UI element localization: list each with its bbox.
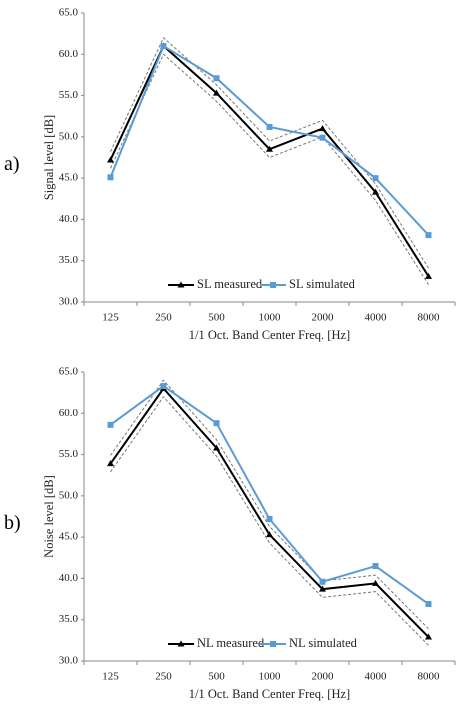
marker [372, 579, 379, 586]
legend-label: NL simulated [289, 636, 358, 650]
marker [372, 188, 379, 195]
legend-marker [177, 281, 185, 288]
x-tick-label: 4000 [365, 671, 388, 683]
y-tick-label: 45.0 [59, 531, 79, 543]
marker [425, 272, 432, 279]
marker [213, 420, 220, 427]
series-line [109, 44, 430, 277]
marker [266, 145, 273, 152]
bound-line [110, 395, 429, 646]
bound-line [110, 36, 429, 269]
y-tick-label: 60.0 [59, 48, 79, 60]
legend-label: SL measured [197, 277, 263, 291]
x-tick-label: 250 [155, 312, 172, 324]
y-tick-label: 55.0 [59, 448, 79, 460]
marker [372, 563, 379, 570]
y-tick-label: 35.0 [59, 254, 79, 266]
x-tick-label: 8000 [418, 312, 441, 324]
y-axis-title: Noise level [dB] [42, 475, 56, 558]
marker [107, 421, 114, 428]
legend-marker [177, 640, 185, 647]
marker [372, 175, 379, 182]
marker [107, 460, 114, 467]
panel-label: b) [4, 512, 21, 534]
x-tick-label: 500 [208, 671, 225, 683]
marker [107, 156, 114, 163]
marker [319, 585, 326, 592]
y-tick-label: 50.0 [59, 489, 79, 501]
marker [266, 531, 273, 538]
marker [319, 125, 326, 132]
x-tick-label: 500 [208, 312, 225, 324]
marker [425, 633, 432, 640]
panel-label: a) [4, 153, 20, 175]
legend-marker [270, 282, 276, 288]
marker [266, 123, 273, 130]
marker [425, 232, 432, 239]
marker [213, 89, 220, 96]
x-axis-title: 1/1 Oct. Band Center Freq. [Hz] [189, 687, 350, 701]
marker [213, 444, 220, 451]
y-tick-label: 40.0 [59, 572, 79, 584]
y-tick-label: 60.0 [59, 407, 79, 419]
x-tick-label: 125 [102, 312, 119, 324]
marker [213, 75, 220, 82]
series-line [109, 384, 430, 605]
y-tick-label: 65.0 [59, 7, 79, 19]
marker [319, 134, 326, 141]
y-tick-label: 40.0 [59, 213, 79, 225]
x-tick-label: 2000 [312, 312, 335, 324]
x-tick-label: 2000 [312, 671, 335, 683]
marker [319, 578, 326, 585]
legend-label: SL simulated [289, 277, 356, 291]
x-tick-label: 8000 [418, 671, 441, 683]
x-tick-label: 125 [102, 671, 119, 683]
x-tick-label: 4000 [365, 312, 388, 324]
y-tick-label: 30.0 [59, 655, 79, 667]
x-axis-title: 1/1 Oct. Band Center Freq. [Hz] [189, 328, 350, 342]
y-axis-title: Signal level [dB] [42, 115, 56, 200]
legend-marker [270, 641, 276, 647]
y-tick-label: 55.0 [59, 89, 79, 101]
y-tick-label: 50.0 [59, 130, 79, 142]
y-tick-label: 35.0 [59, 613, 79, 625]
x-tick-label: 1000 [259, 671, 282, 683]
x-tick-label: 1000 [259, 312, 282, 324]
y-tick-label: 65.0 [59, 366, 79, 378]
marker [107, 174, 114, 181]
y-tick-label: 45.0 [59, 172, 79, 184]
bound-line [110, 53, 429, 285]
marker [266, 515, 273, 522]
series-line [109, 44, 430, 236]
marker [425, 601, 432, 608]
marker [160, 383, 167, 390]
bound-line [110, 379, 429, 630]
legend-label: NL measured [197, 636, 265, 650]
y-tick-label: 30.0 [59, 296, 79, 308]
x-tick-label: 250 [155, 671, 172, 683]
series-line [109, 386, 430, 638]
marker [160, 43, 167, 50]
